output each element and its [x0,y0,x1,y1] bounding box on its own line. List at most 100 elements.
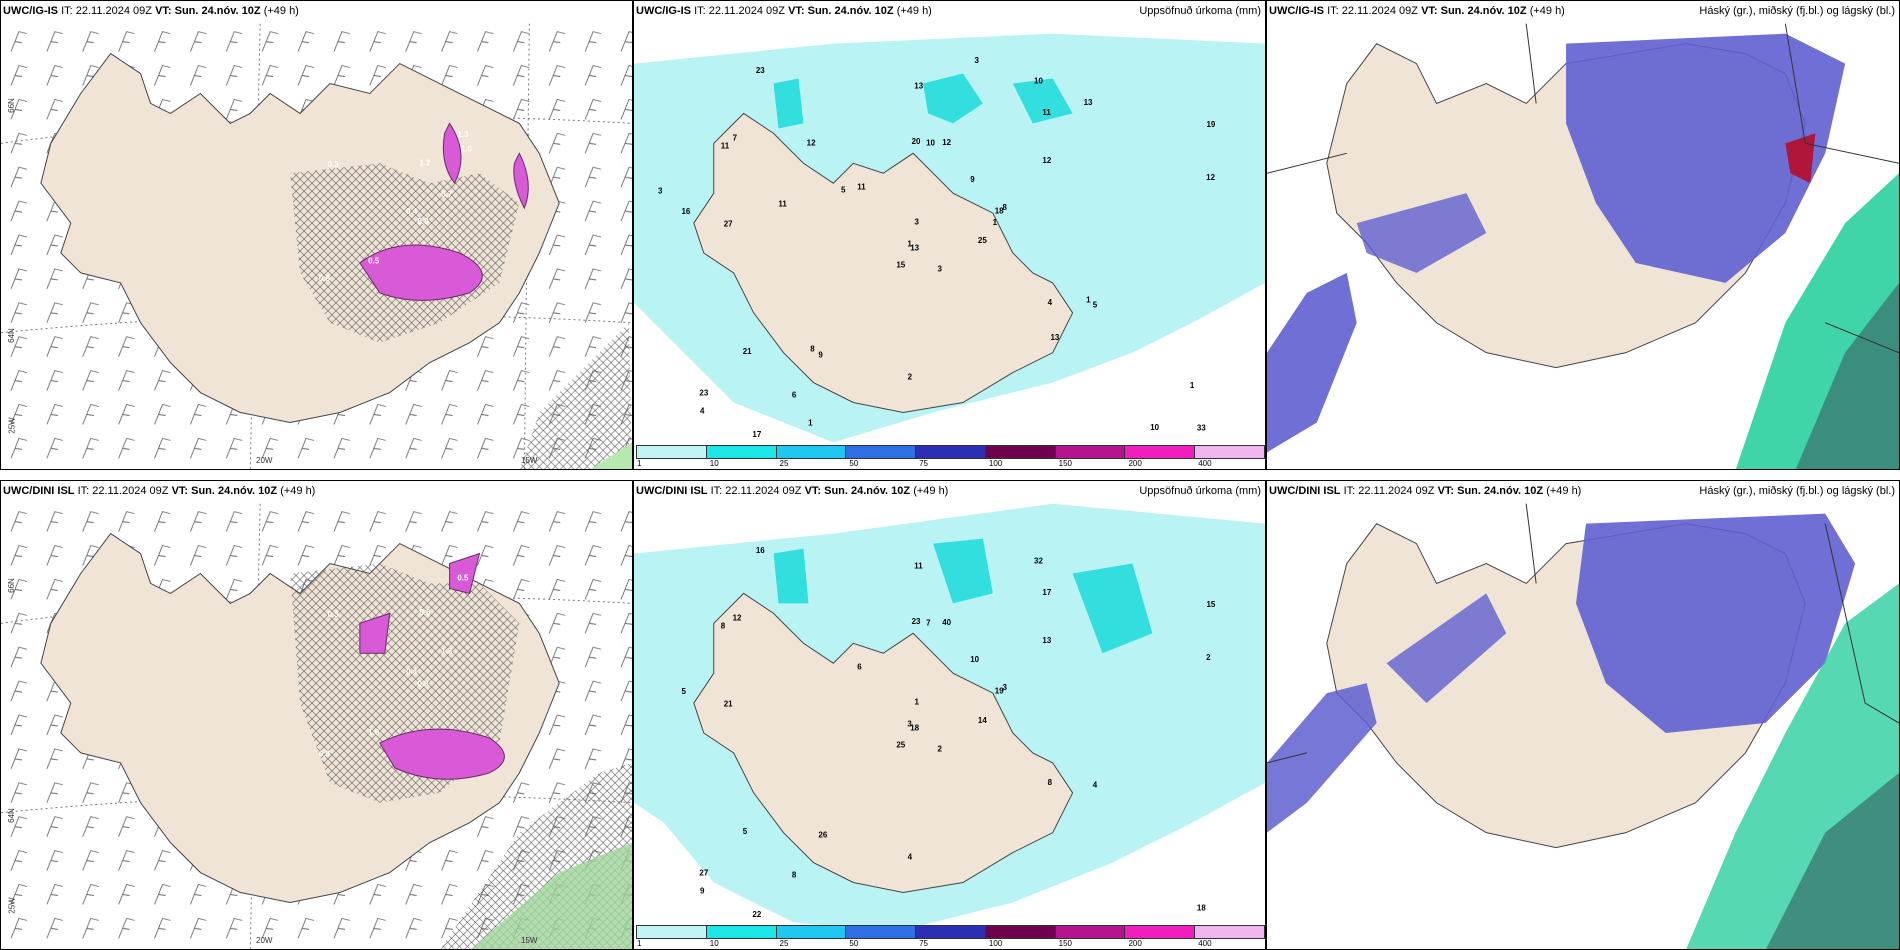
value-label: 8 [1003,203,1008,212]
vt-label: VT: [804,485,822,497]
value-label: 19 [1206,120,1215,129]
panel-wind-snow-top: UWC/IG-IS IT: 22.11.2024 09Z VT: Sun. 24… [0,0,633,470]
panel-precip-top: UWC/IG-IS IT: 22.11.2024 09Z VT: Sun. 24… [633,0,1266,470]
it-label: IT: [1343,485,1356,497]
value-label: 13 [1084,98,1093,107]
lead-time: (+49 h) [913,485,949,497]
lon-label-15w: 15W [521,936,538,945]
value-label: 3 [975,56,980,65]
value-label: 9 [818,350,823,359]
value-label: 10 [1034,76,1043,85]
value-label: 33 [1197,424,1206,433]
value-label: 0.5 [457,573,469,582]
value-label: 14 [978,716,987,725]
colorbar-tick-label: 10 [709,459,719,468]
value-label: 1 [1086,296,1091,305]
value-label: 1 [915,697,920,706]
value-label: 7 [733,134,738,143]
value-label: 10 [970,655,979,664]
value-label: 11 [778,200,787,209]
panel-clouds-bottom: UWC/DINI ISL IT: 22.11.2024 09Z VT: Sun.… [1266,480,1900,950]
value-label: 12 [942,138,951,147]
colorbar-swatch [705,925,777,939]
value-label: 11 [721,142,730,151]
value-label: 12 [807,139,816,148]
panel-header: UWC/DINI ISL IT: 22.11.2024 09Z VT: Sun.… [1269,485,1581,497]
top-row: UWC/IG-IS IT: 22.11.2024 09Z VT: Sun. 24… [0,0,1900,470]
value-label: 20 [912,137,921,146]
precip-labels: 3111323189101211252333271915121720921114… [658,56,1216,439]
value-label: 1.0 [368,728,380,737]
value-label: 0.8 [417,217,429,226]
value-label: 0.9 [319,749,331,758]
colorbar-swatch [775,445,847,459]
colorbar-swatch [1194,925,1265,939]
vt-label: VT: [155,5,172,17]
panel-precip-bottom: UWC/DINI ISL IT: 22.11.2024 09Z VT: Sun.… [633,480,1266,950]
cloud-low-area [1566,33,1846,283]
panel-header: UWC/DINI ISL IT: 22.11.2024 09Z VT: Sun.… [636,485,948,497]
value-label: 5 [681,687,686,696]
lon-label-15w: 15W [521,456,538,465]
bottom-row: UWC/DINI ISL IT: 22.11.2024 09Z VT: Sun.… [0,480,1900,950]
value-label: 2 [937,745,942,754]
precip-map: 3111323189101211252333271915121720921114… [634,23,1265,469]
value-label: 3 [937,265,942,274]
colorbar-tick-label: 1 [637,459,642,468]
value-label: 1.2 [419,159,431,168]
colorbar-tick-label: 75 [919,939,929,948]
snow-band [379,728,505,780]
colorbar-swatch [984,445,1056,459]
lon-label-20w: 20W [256,456,273,465]
value-label: 15 [1206,600,1215,609]
lat-label-66n: 66N [6,98,16,113]
cloud-low-area [1356,193,1487,273]
value-label: 3 [907,719,912,728]
value-label: 13 [910,243,919,252]
clouds-map [1267,503,1899,949]
precip-area-mid [1072,563,1153,654]
panel-header: UWC/IG-IS IT: 22.11.2024 09Z VT: Sun. 24… [1269,5,1565,17]
precip-area-mid [933,538,993,604]
vt-value: Sun. 24.nóv. 10Z [1457,485,1544,497]
value-label: 6 [792,390,797,399]
value-label: 7 [926,618,931,627]
value-label: 0.4 [406,207,418,216]
value-label: 2 [1206,653,1211,662]
panel-title: Uppsöfnuð úrkoma (mm) [1139,485,1261,497]
precip-map: 2818271926324017141618211525132223105698… [634,503,1265,949]
value-label: 32 [1034,556,1043,565]
model-name: UWC/IG-IS [636,5,691,17]
it-value: 22.11.2024 09Z [92,485,169,497]
coast-lines [1267,23,1899,354]
colorbar-tick-label: 150 [1058,459,1073,468]
precip-area-mid [923,73,983,124]
value-label: 25 [896,741,905,750]
colorbar-tick-label: 400 [1198,939,1212,948]
lead-time: (+49 h) [263,5,299,17]
colorbar-tick-label: 1 [637,939,642,948]
colorbar-tick-label: 200 [1128,459,1142,468]
colorbar-swatch [705,445,777,459]
value-label: 13 [1050,333,1059,342]
colorbar-swatch [845,925,917,939]
snow-band [359,244,483,301]
colorbar-tick-label: 50 [849,459,859,468]
vt-value: Sun. 24.nóv. 10Z [807,5,894,17]
colorbar-swatch [1124,925,1196,939]
value-label: 18 [995,206,1004,215]
it-label: IT: [694,5,706,17]
panel-header: UWC/DINI ISL IT: 22.11.2024 09Z VT: Sun.… [3,485,315,497]
clouds-map [1267,23,1899,469]
value-label: 12 [733,614,742,623]
precip-area-mid [773,548,809,604]
colorbar-swatch [915,925,986,939]
precip-labels: 2818271926324017141618211525132223105698… [681,546,1215,919]
value-label: 0.4 [406,668,418,677]
lead-time: (+49 h) [1546,485,1582,497]
vt-value: Sun. 24.nóv. 10Z [1440,5,1527,17]
iceland-landmass [693,112,1074,413]
value-label: 1 [993,218,998,227]
it-label: IT: [710,485,723,497]
coast-lines [1267,503,1899,764]
